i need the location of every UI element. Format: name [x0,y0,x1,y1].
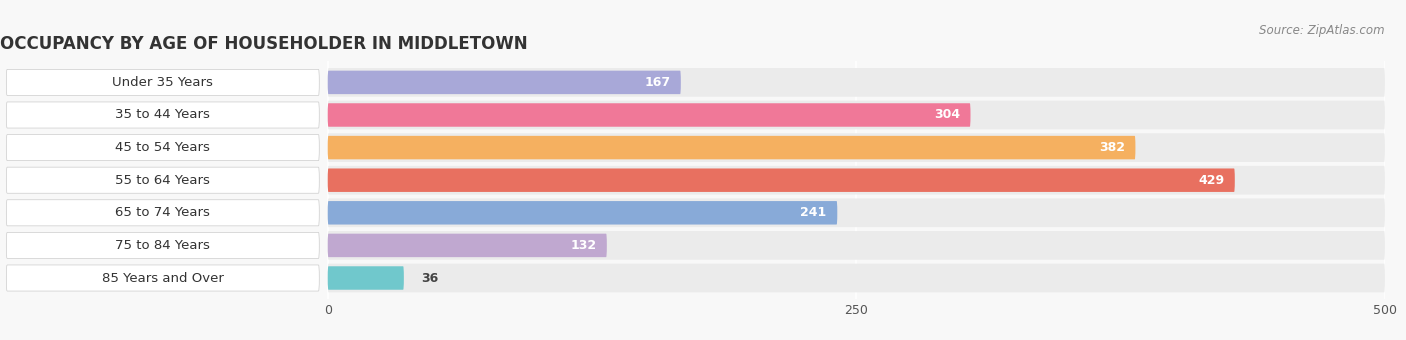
FancyBboxPatch shape [328,231,1385,260]
FancyBboxPatch shape [7,102,319,128]
FancyBboxPatch shape [328,264,1385,292]
FancyBboxPatch shape [328,199,1385,227]
Text: 167: 167 [644,76,671,89]
FancyBboxPatch shape [328,103,970,127]
Text: 55 to 64 Years: 55 to 64 Years [115,174,211,187]
Text: 304: 304 [934,108,960,121]
Text: 85 Years and Over: 85 Years and Over [101,272,224,285]
FancyBboxPatch shape [328,68,1385,97]
FancyBboxPatch shape [7,265,319,291]
FancyBboxPatch shape [328,133,1385,162]
FancyBboxPatch shape [328,266,404,290]
Text: OCCUPANCY BY AGE OF HOUSEHOLDER IN MIDDLETOWN: OCCUPANCY BY AGE OF HOUSEHOLDER IN MIDDL… [0,35,527,53]
Text: 65 to 74 Years: 65 to 74 Years [115,206,211,219]
FancyBboxPatch shape [328,136,1136,159]
Text: 45 to 54 Years: 45 to 54 Years [115,141,211,154]
Text: 382: 382 [1099,141,1125,154]
Text: Source: ZipAtlas.com: Source: ZipAtlas.com [1260,24,1385,37]
FancyBboxPatch shape [7,200,319,226]
FancyBboxPatch shape [328,168,1234,192]
FancyBboxPatch shape [7,232,319,258]
FancyBboxPatch shape [328,101,1385,129]
Text: 429: 429 [1198,174,1225,187]
Text: 36: 36 [420,272,439,285]
FancyBboxPatch shape [7,135,319,160]
FancyBboxPatch shape [7,167,319,193]
Text: 241: 241 [800,206,827,219]
FancyBboxPatch shape [328,234,607,257]
FancyBboxPatch shape [328,71,681,94]
Text: 75 to 84 Years: 75 to 84 Years [115,239,211,252]
FancyBboxPatch shape [328,201,838,224]
FancyBboxPatch shape [328,166,1385,194]
FancyBboxPatch shape [7,69,319,96]
Text: 132: 132 [569,239,596,252]
Text: 35 to 44 Years: 35 to 44 Years [115,108,211,121]
Text: Under 35 Years: Under 35 Years [112,76,214,89]
